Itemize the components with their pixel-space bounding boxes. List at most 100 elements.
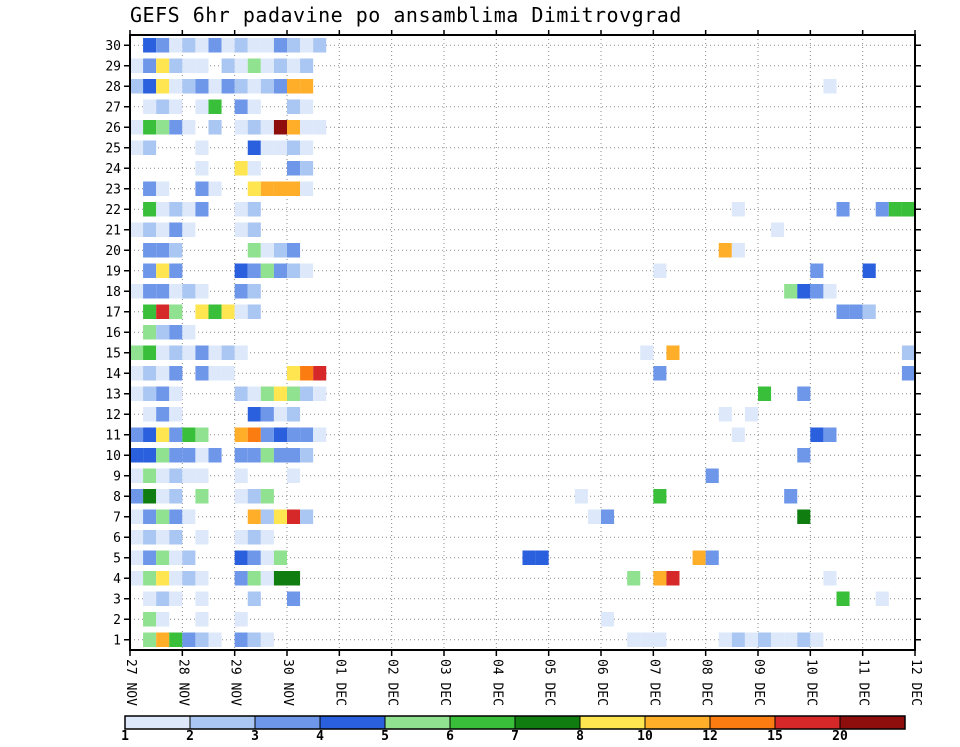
heatmap-cell [247, 140, 261, 155]
heatmap-cell [195, 489, 209, 504]
heatmap-cell [810, 284, 824, 299]
heatmap-cell [195, 468, 209, 483]
heatmap-cell [849, 304, 863, 319]
heatmap-cell [156, 571, 170, 586]
heatmap-cell [273, 140, 287, 155]
y-tick-label: 23 [105, 182, 121, 197]
heatmap-cell [169, 120, 183, 135]
heatmap-cell [718, 243, 732, 258]
x-tick-label: 12 DEC [908, 659, 923, 706]
heatmap-cell [247, 304, 261, 319]
heatmap-cell [143, 427, 157, 442]
heatmap-cell [640, 345, 654, 360]
heatmap-cell [169, 530, 183, 545]
heatmap-cell [901, 366, 915, 381]
heatmap-cell [653, 263, 667, 278]
y-tick-label: 26 [105, 121, 121, 136]
heatmap-cell [156, 489, 170, 504]
heatmap-cell [260, 448, 274, 463]
heatmap-cell [234, 530, 248, 545]
heatmap-cell [195, 571, 209, 586]
colorbar-segment [579, 715, 646, 730]
plot-frame [129, 34, 916, 651]
heatmap-cell [208, 366, 222, 381]
heatmap-cell [130, 222, 144, 237]
heatmap-cell [247, 407, 261, 422]
heatmap-cell [862, 304, 876, 319]
heatmap-cell [287, 243, 301, 258]
heatmap-cell [234, 222, 248, 237]
heatmap-cell [287, 58, 301, 73]
heatmap-cell [143, 58, 157, 73]
heatmap-cell [195, 304, 209, 319]
heatmap-cell [156, 509, 170, 524]
heatmap-cell [705, 550, 719, 565]
heatmap-cell [156, 202, 170, 217]
heatmap-cell [836, 591, 850, 606]
heatmap-cell [234, 550, 248, 565]
heatmap-cell [300, 509, 314, 524]
y-tick-label: 14 [105, 367, 121, 382]
heatmap-cell [169, 489, 183, 504]
heatmap-cell [823, 571, 837, 586]
heatmap-cell [666, 345, 680, 360]
x-tick-label: 10 DEC [803, 659, 818, 706]
heatmap-cell [287, 427, 301, 442]
heatmap-cell [234, 202, 248, 217]
x-tick-label: 08 DEC [699, 659, 714, 706]
heatmap-cell [273, 427, 287, 442]
heatmap-cell [156, 38, 170, 53]
heatmap-cell [234, 161, 248, 176]
y-tick-label: 9 [113, 469, 121, 484]
heatmap-cell [143, 181, 157, 196]
heatmap-cell [522, 550, 536, 565]
x-tick-label: 02 DEC [385, 659, 400, 706]
heatmap-cell [287, 407, 301, 422]
heatmap-cell [247, 530, 261, 545]
heatmap-cell [273, 550, 287, 565]
colorbar-segment [384, 715, 451, 730]
heatmap-cell [143, 38, 157, 53]
heatmap-cell [273, 120, 287, 135]
heatmap-cell [718, 632, 732, 647]
heatmap-cell [208, 448, 222, 463]
heatmap-cell [744, 632, 758, 647]
x-tick-label: 07 DEC [646, 659, 661, 706]
heatmap-cell [287, 468, 301, 483]
heatmap-cell [300, 140, 314, 155]
x-tick-label: 06 DEC [594, 659, 609, 706]
heatmap-cell [182, 120, 196, 135]
heatmap-cell [313, 427, 327, 442]
y-tick-label: 15 [105, 346, 121, 361]
colorbar: 1 2 3 4 5 6 7 8 10 12 15 20 [121, 715, 906, 744]
heatmap-cell [156, 345, 170, 360]
heatmap-cell [300, 79, 314, 94]
heatmap-cell [247, 427, 261, 442]
colorbar-segment [839, 715, 906, 730]
heatmap-cell [143, 489, 157, 504]
heatmap-cell [143, 304, 157, 319]
heatmap-cell [221, 79, 235, 94]
heatmap-cell [287, 448, 301, 463]
heatmap-cell [195, 140, 209, 155]
heatmap-cell [287, 571, 301, 586]
heatmap-cell [273, 243, 287, 258]
colorbar-label: 7 [511, 729, 519, 742]
heatmap-cell [247, 386, 261, 401]
heatmap-cell [234, 571, 248, 586]
heatmap-cell [195, 58, 209, 73]
y-tick-label: 2 [113, 613, 121, 628]
colorbar-segment [189, 715, 256, 730]
heatmap-cell [182, 427, 196, 442]
heatmap-cell [143, 263, 157, 278]
heatmap-cell [758, 632, 772, 647]
heatmap-cell [901, 345, 915, 360]
heatmap-cell [260, 140, 274, 155]
heatmap-cell [143, 550, 157, 565]
y-tick-label: 5 [113, 551, 121, 566]
heatmap-cell [901, 202, 915, 217]
x-tick-label: 11 DEC [856, 659, 871, 706]
heatmap-cell [234, 448, 248, 463]
heatmap-cell [797, 284, 811, 299]
